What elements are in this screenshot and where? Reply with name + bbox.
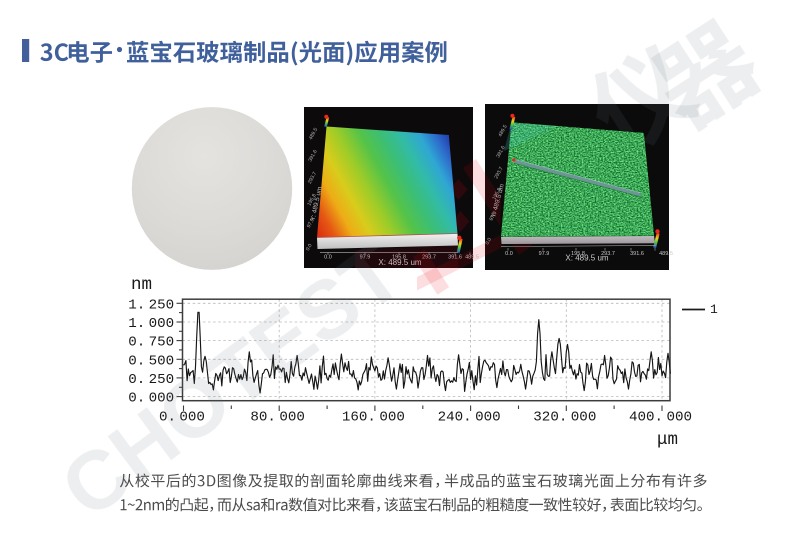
svg-text:195.8: 195.8: [491, 187, 502, 201]
svg-text:nm: nm: [131, 275, 152, 295]
svg-text:1.: 1.: [128, 316, 145, 332]
svg-text:391.6: 391.6: [495, 145, 506, 159]
svg-text:000: 000: [179, 410, 205, 426]
svg-text:489.5: 489.5: [308, 127, 319, 141]
svg-text:μm: μm: [657, 430, 678, 450]
svg-text:000: 000: [379, 410, 405, 426]
svg-text:250: 250: [149, 297, 175, 313]
svg-text:97.9: 97.9: [306, 217, 316, 229]
svg-text:391.6: 391.6: [307, 149, 318, 163]
svg-text:000: 000: [279, 410, 305, 426]
svg-text:750: 750: [149, 335, 175, 351]
svg-text:293.7: 293.7: [422, 255, 436, 261]
svg-text:000: 000: [667, 410, 693, 426]
svg-text:1.: 1.: [128, 297, 145, 313]
svg-text:391.6: 391.6: [630, 251, 644, 257]
svg-text:000: 000: [571, 410, 597, 426]
svg-text:195.8: 195.8: [306, 193, 317, 207]
svg-text:80.: 80.: [250, 410, 276, 426]
svg-text:97.9: 97.9: [360, 255, 371, 261]
svg-text:X: 489.5 um: X: 489.5 um: [378, 258, 421, 267]
svg-text:000: 000: [149, 316, 175, 332]
svg-text:250: 250: [149, 372, 175, 388]
svg-text:0.: 0.: [128, 372, 145, 388]
svg-text:0.: 0.: [128, 335, 145, 351]
svg-text:293.7: 293.7: [307, 171, 318, 185]
svg-text:489.5: 489.5: [659, 251, 673, 257]
svg-text:0.: 0.: [128, 391, 145, 407]
svg-text:1: 1: [710, 302, 718, 317]
svg-text:320.: 320.: [533, 410, 567, 426]
svg-text:240.: 240.: [438, 410, 472, 426]
svg-text:000: 000: [149, 391, 175, 407]
svg-text:0.0: 0.0: [484, 237, 493, 246]
svg-text:97.9: 97.9: [488, 210, 498, 222]
svg-text:195.8: 195.8: [571, 251, 585, 257]
svg-text:0.: 0.: [128, 353, 145, 369]
svg-text:400.: 400.: [629, 410, 663, 426]
svg-text:97.9: 97.9: [539, 251, 550, 257]
svg-text:0.0: 0.0: [324, 255, 332, 261]
svg-text:293.7: 293.7: [601, 251, 615, 257]
svg-text:195.8: 195.8: [392, 255, 406, 261]
svg-text:489.5: 489.5: [465, 255, 479, 261]
svg-text:000: 000: [475, 410, 501, 426]
svg-text:500: 500: [149, 353, 175, 369]
svg-text:0.0: 0.0: [305, 243, 314, 252]
svg-text:0.: 0.: [159, 410, 176, 426]
svg-text:489.5: 489.5: [497, 124, 508, 138]
svg-text:391.6: 391.6: [448, 255, 462, 261]
svg-text:293.7: 293.7: [493, 166, 504, 180]
svg-text:X: 489.5 um: X: 489.5 um: [565, 254, 608, 263]
svg-text:0.0: 0.0: [505, 251, 513, 257]
svg-text:160.: 160.: [342, 410, 376, 426]
